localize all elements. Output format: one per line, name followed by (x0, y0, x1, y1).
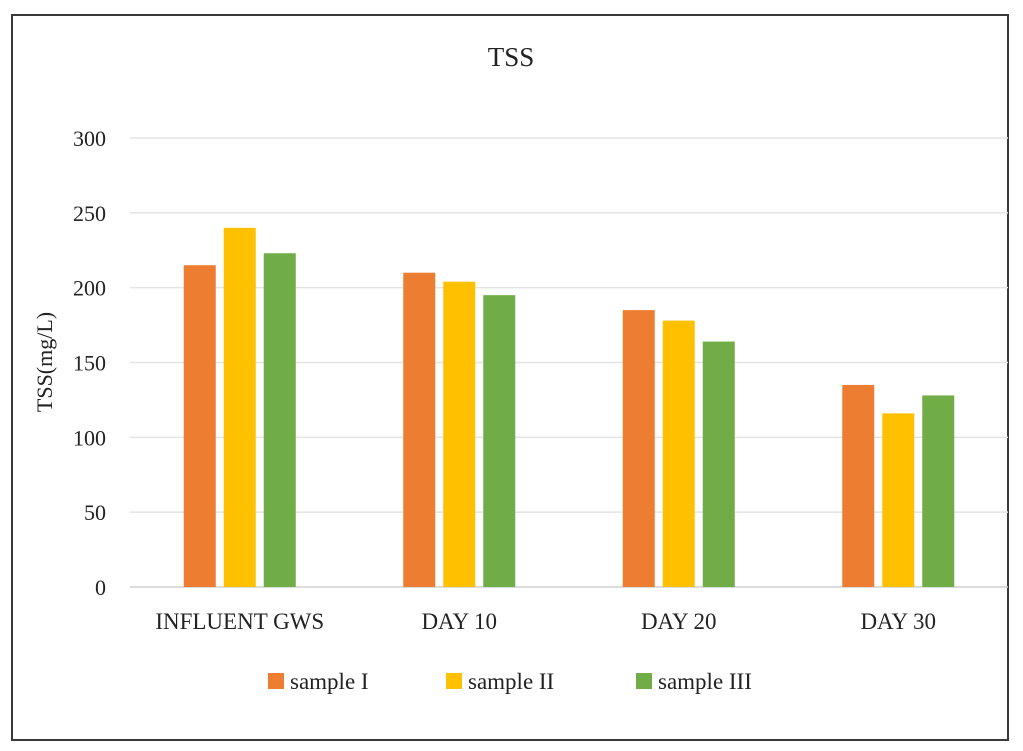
legend-label: sample III (658, 669, 752, 694)
bar (842, 384, 875, 587)
y-tick-label: 300 (73, 126, 106, 151)
y-tick-label: 0 (95, 575, 106, 600)
y-tick-label: 200 (73, 276, 106, 301)
legend-label: sample II (468, 669, 554, 694)
legend-swatch (446, 673, 462, 689)
legend-swatch (636, 673, 652, 689)
y-tick-label: 50 (84, 500, 106, 525)
bar (443, 281, 476, 587)
x-tick-label: DAY 30 (860, 609, 936, 634)
x-tick-label: DAY 10 (421, 609, 497, 634)
bar (223, 227, 256, 588)
bar (483, 295, 516, 587)
y-tick-label: 250 (73, 201, 106, 226)
y-tick-label: 150 (73, 351, 106, 376)
y-axis-label: TSS(mg/L) (32, 312, 57, 412)
legend-swatch (268, 673, 284, 689)
y-tick-label: 100 (73, 425, 106, 450)
x-tick-label: INFLUENT GWS (155, 609, 324, 634)
legend-label: sample I (290, 669, 369, 694)
axis-labels: 0 50 100 150 200 250 300 INFLUENT GWS DAY 10 DAY … (73, 126, 936, 634)
bar (263, 253, 296, 587)
bar (702, 341, 735, 587)
gridlines (130, 137, 1008, 588)
bar (622, 310, 655, 587)
bars (183, 227, 955, 588)
bar (662, 320, 695, 587)
chart-title: TSS (488, 42, 535, 72)
bar (183, 265, 216, 587)
legend: sample I sample II sample III (268, 669, 752, 694)
x-tick-label: DAY 20 (641, 609, 717, 634)
bar (403, 272, 436, 587)
bar (922, 395, 955, 587)
bar (882, 413, 915, 587)
